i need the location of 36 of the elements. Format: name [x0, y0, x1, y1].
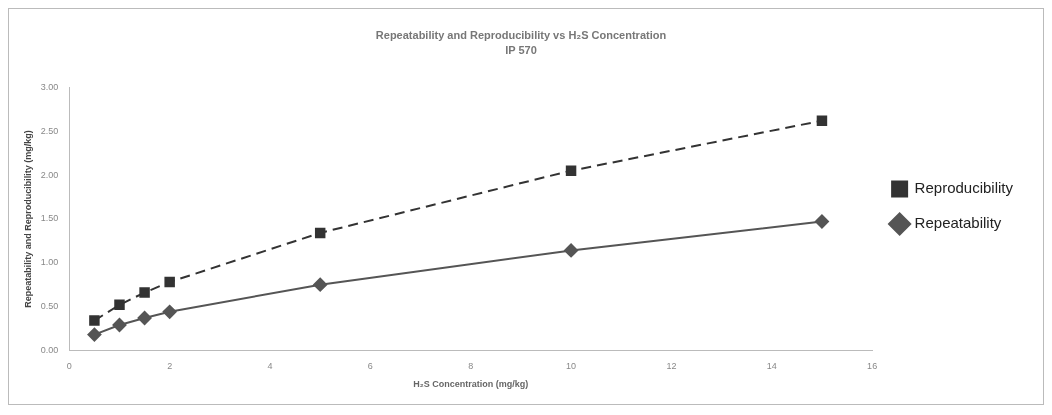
x-tick-label: 10	[566, 361, 577, 372]
y-tick-label: 0.00	[40, 344, 59, 355]
point	[112, 317, 127, 332]
x-tick-label: 16	[867, 361, 878, 372]
point	[816, 115, 828, 126]
point	[137, 310, 152, 325]
x-axis-title: H₂S Concentration (mg/kg)	[413, 379, 529, 390]
y-tick-label: 0.50	[40, 301, 59, 312]
point	[314, 227, 326, 239]
point	[164, 276, 175, 288]
legend-label: Repeatability	[914, 214, 1002, 232]
x-tick-label: 4	[267, 361, 273, 372]
x-tick-label: 8	[468, 361, 474, 372]
x-tick-label: 12	[666, 361, 677, 372]
y-tick-label: 1.50	[40, 213, 59, 224]
point	[139, 287, 150, 298]
y-tick-label: 1.00	[40, 257, 59, 268]
point	[313, 277, 328, 292]
y-axis-title: Repeatability and Reproducibility (mg/kg)	[22, 130, 33, 308]
y-tick-label: 2.00	[40, 169, 59, 180]
point	[565, 165, 577, 176]
point	[87, 327, 102, 342]
legend-label: Reproducibility	[914, 179, 1014, 197]
point	[114, 299, 125, 311]
point	[162, 304, 177, 319]
point	[89, 315, 100, 326]
point	[814, 214, 829, 229]
chart-title: Repeatability and Reproducibility vs H₂S Concentration	[375, 28, 667, 41]
chart-subtitle: IP 570	[505, 43, 537, 56]
y-tick-label: 2.50	[40, 125, 59, 136]
y-tick-label: 3.00	[40, 81, 59, 92]
x-tick-label: 0	[66, 361, 72, 372]
x-tick-label: 6	[367, 361, 373, 372]
point	[564, 243, 579, 258]
x-tick-label: 14	[766, 361, 777, 372]
x-tick-label: 2	[167, 361, 173, 372]
